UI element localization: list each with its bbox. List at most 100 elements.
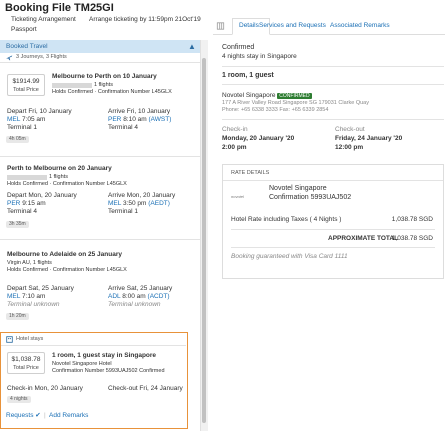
booked-travel-header[interactable]: Booked Travel ▲: [0, 40, 200, 53]
checkout-date: Friday, 24 January '20: [335, 135, 403, 142]
details-panel: Details Services and Requests Associated…: [213, 18, 445, 431]
divider: [231, 229, 435, 230]
tab-details[interactable]: [232, 18, 270, 35]
arrive-time-row: PER 8:10 am (AWST): [108, 116, 171, 124]
holds-confirmation: Holds Confirmed · Confirmation Number L4…: [52, 89, 172, 95]
rate-details-heading: RATE DETAILS: [231, 170, 270, 176]
depart-airport-code[interactable]: MEL: [7, 116, 21, 123]
hotel-checkin: Check-in Mon, 20 January: [7, 385, 83, 392]
arrive-timezone: (AEDT): [148, 200, 170, 207]
passport-label: Passport: [11, 26, 37, 33]
hotel-checkout: Check-out Fri, 24 January: [108, 385, 183, 392]
depart-time-row: PER 9:15 am: [7, 200, 46, 208]
depart-airport-code[interactable]: PER: [7, 200, 21, 207]
divider: [223, 180, 443, 181]
arrive-terminal: Terminal unknown: [108, 301, 161, 308]
flight-card: $1914.99 Total Price Melbourne to Perth …: [0, 64, 200, 154]
stay-summary: 4 nights stay in Singapore: [222, 53, 297, 60]
hotel-confirmation: Confirmation Number 5993UAJ502 Confirmed: [52, 368, 165, 374]
booked-travel-label: Booked Travel: [6, 43, 48, 50]
price-value: $1914.99: [12, 78, 40, 85]
flight-duration: 3h 35m: [6, 221, 29, 228]
depart-time-row: MEL 7:05 am: [7, 116, 45, 124]
depart-time: 7:10 am: [21, 293, 46, 300]
building-icon: [6, 336, 13, 343]
arrive-time: 3:50 pm: [122, 200, 147, 207]
checkin-date: Monday, 20 January '20: [222, 135, 295, 142]
scrollbar-thumb[interactable]: [202, 58, 206, 423]
flight-title: Perth to Melbourne on 20 January: [7, 165, 112, 172]
depart-terminal: Terminal 4: [7, 208, 37, 215]
tab-services[interactable]: Services and Requests: [259, 22, 326, 29]
flight-card: Melbourne to Adelaide on 25 January Virg…: [0, 240, 200, 330]
depart-date: Depart Mon, 20 January: [7, 192, 77, 199]
rate-details-box: RATE DETAILS novotel Novotel Singapore C…: [222, 164, 444, 279]
ticketing-value: Arrange ticketing by 11:59pm 21Oct'19: [89, 16, 201, 23]
arrive-airport-code[interactable]: ADL: [108, 293, 121, 300]
guarantee-text: Booking guaranteed with Visa Card 1111: [231, 253, 348, 260]
checkin-label: Check-in: [222, 126, 248, 133]
journeys-summary: 3 Journeys, 3 Flights: [16, 54, 67, 60]
arrive-airport-code[interactable]: PER: [108, 116, 122, 123]
depart-time: 7:05 am: [21, 116, 46, 123]
rate-line-label: Hotel Rate including Taxes ( 4 Nights ): [231, 216, 342, 223]
tab-remarks[interactable]: Associated Remarks: [330, 22, 390, 29]
approx-total-label: APPROXIMATE TOTAL: [328, 235, 399, 242]
arrive-date: Arrive Sat, 25 January: [108, 285, 173, 292]
divider: [0, 239, 200, 240]
plane-icon: [6, 55, 13, 61]
price-box: $1914.99 Total Price: [7, 74, 45, 96]
hotel-nights: 4 nights: [7, 396, 31, 403]
depart-time-row: MEL 7:10 am: [7, 293, 45, 301]
rate-line-amount: 1,038.78 SGD: [391, 216, 433, 223]
hotel-section-label: Hotel stays: [16, 336, 44, 342]
arrive-date: Arrive Fri, 10 January: [108, 108, 171, 115]
airline-placeholder: [52, 83, 92, 88]
checkout-time: 12:00 pm: [335, 144, 364, 151]
rate-hotel-name: Novotel Singapore: [269, 185, 327, 192]
depart-airport-code[interactable]: MEL: [7, 293, 21, 300]
checkout-label: Check-out: [335, 126, 365, 133]
hotel-name-row: Novotel Singapore CONFIRMED: [222, 92, 312, 100]
hotel-address: 177 A River Valley Road Singapore SG 179…: [222, 100, 369, 106]
link-separator: |: [44, 412, 46, 419]
divider: [222, 119, 444, 120]
arrive-timezone: (ACDT): [147, 293, 170, 300]
arrive-time: 8:10 am: [123, 116, 147, 123]
room-summary: 1 room, 1 guest: [222, 72, 274, 79]
add-remarks-link[interactable]: Add Remarks: [49, 412, 89, 419]
flight-title: Melbourne to Perth on 10 January: [52, 73, 157, 80]
depart-date: Depart Sat, 25 January: [7, 285, 74, 292]
divider: [222, 84, 444, 85]
price-value: $1,038.78: [11, 356, 41, 363]
tab-bar: Details Services and Requests Associated…: [213, 18, 445, 35]
arrive-timezone: (AWST): [148, 116, 172, 123]
flight-count: Virgin AU, 1 flights: [7, 260, 52, 266]
arrive-airport-code[interactable]: MEL: [108, 200, 122, 207]
hotel-title: 1 room, 1 guest stay in Singapore: [52, 352, 157, 359]
grid-icon[interactable]: [216, 22, 225, 30]
check-icon: ✔: [35, 412, 41, 419]
hotel-stay-card[interactable]: Hotel stays $1,038.78 Total Price 1 room…: [0, 332, 188, 429]
hotel-name: Novotel Singapore Hotel: [52, 361, 112, 367]
tab-details-label[interactable]: Details: [239, 22, 259, 29]
hotel-phone: Phone: +65 6338 3333 Fax: +65 6339 2854: [222, 107, 329, 113]
divider: [0, 156, 200, 157]
arrive-time: 8:00 am: [122, 293, 146, 300]
rate-confirmation: Confirmation 5993UAJ502: [269, 194, 352, 201]
divider: [1, 345, 186, 346]
holds-confirmation: Holds Confirmed · Confirmation Number L4…: [7, 267, 127, 273]
depart-date: Depart Fri, 10 January: [7, 108, 72, 115]
arrive-time-row: MEL 3:50 pm (AEDT): [108, 200, 170, 208]
arrive-terminal: Terminal 4: [108, 124, 138, 131]
divider: [222, 66, 444, 67]
flight-count: 1 flights: [94, 82, 113, 88]
holds-confirmation: Holds Confirmed · Confirmation Number L4…: [7, 181, 127, 187]
airline-placeholder: [7, 175, 47, 180]
chevron-up-icon[interactable]: ▲: [188, 42, 196, 51]
hotel-name: Novotel Singapore: [222, 92, 276, 99]
page-title: Booking File TM25GI: [5, 2, 114, 14]
price-label: Total Price: [13, 365, 39, 371]
requests-link[interactable]: Requests ✔: [6, 412, 41, 420]
depart-terminal: Terminal unknown: [7, 301, 60, 308]
